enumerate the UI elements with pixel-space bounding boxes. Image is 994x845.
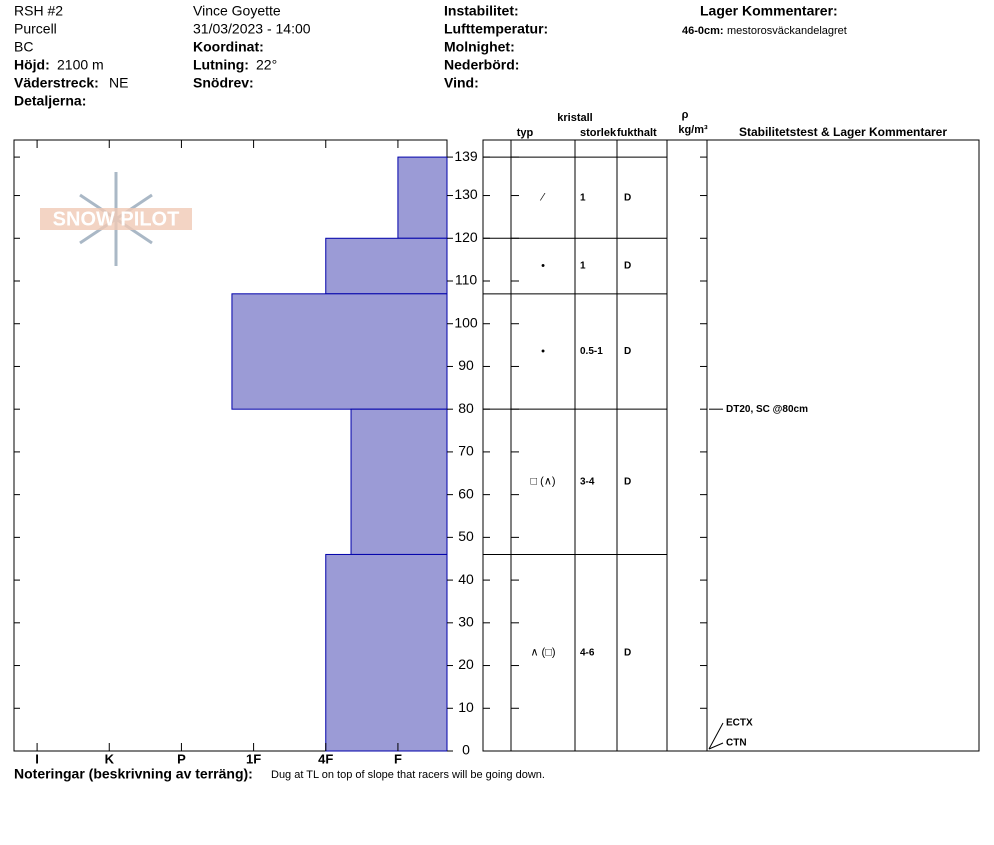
label: Snödrev:: [193, 75, 254, 91]
x-tick-label: F: [394, 751, 402, 766]
hardness-bar: [397, 156, 448, 239]
label: Nederbörd:: [444, 57, 519, 73]
test-label: CTN: [726, 738, 747, 749]
label: Höjd:: [14, 57, 50, 73]
footer-text: Dug at TL on top of slope that racers wi…: [271, 769, 545, 781]
x-tick-label: I: [35, 751, 39, 766]
moisture: D: [624, 647, 631, 658]
label: Instabilitet:: [444, 3, 519, 19]
y-tick-label: 60: [458, 485, 474, 501]
y-tick-label: 0: [462, 742, 470, 758]
grain-type: •: [541, 345, 545, 357]
y-tick-label: 80: [458, 400, 474, 416]
x-tick-label: 1F: [246, 751, 261, 766]
column-header: Stabilitetstest & Lager Kommentarer: [739, 125, 947, 139]
x-tick-label: 4F: [318, 751, 333, 766]
grain-type: ⁄: [539, 192, 546, 204]
grain-type: •: [541, 260, 545, 272]
moisture: D: [624, 261, 631, 272]
y-tick-label: 130: [454, 186, 478, 202]
y-tick-label: 120: [454, 229, 478, 245]
label: Lufttemperatur:: [444, 21, 548, 37]
grain-size: 1: [580, 261, 586, 272]
y-tick-label: 10: [458, 699, 474, 715]
grain-size: 0.5-1: [580, 346, 603, 357]
value: NE: [109, 75, 128, 91]
test-arrow: [708, 742, 724, 750]
footer-label: Noteringar (beskrivning av terräng):: [14, 766, 253, 782]
moisture: D: [624, 346, 631, 357]
observer: Vince Goyette: [193, 3, 281, 19]
y-tick-label: 70: [458, 443, 474, 459]
range: Purcell: [14, 21, 57, 37]
y-tick-label: 90: [458, 357, 474, 373]
column-lines: [510, 140, 708, 751]
column-header: typ: [517, 127, 534, 139]
region: BC: [14, 39, 33, 55]
label: Koordinat:: [193, 39, 264, 55]
station: RSH #2: [14, 3, 63, 19]
y-tick-label: 30: [458, 614, 474, 630]
hardness-bar: [325, 553, 448, 752]
moisture: D: [624, 192, 631, 203]
label: Detaljerna:: [14, 93, 86, 109]
test-arrow: [708, 722, 724, 750]
logo-band: [40, 208, 192, 230]
y-tick-label: 50: [458, 528, 474, 544]
y-tick-label: 40: [458, 571, 474, 587]
grain-size: 3-4: [580, 476, 595, 487]
label: Vind:: [444, 75, 479, 91]
column-header: kg/m³: [678, 124, 708, 136]
value: 22°: [256, 57, 277, 73]
moisture: D: [624, 476, 631, 487]
x-tick-label: P: [177, 751, 186, 766]
datetime: 31/03/2023 - 14:00: [193, 21, 311, 37]
grain-type: □ (∧): [530, 476, 555, 488]
y-tick-label: 110: [455, 272, 478, 288]
value: mestorosväckandelagret: [727, 25, 847, 37]
y-tick-label: 139: [454, 148, 478, 164]
grain-size: 1: [580, 192, 586, 203]
column-header: ρ: [682, 109, 689, 121]
hardness-bar: [350, 408, 448, 555]
label: 46-0cm:: [682, 25, 724, 37]
label: Lager Kommentarer:: [700, 3, 838, 19]
label: Lutning:: [193, 57, 249, 73]
hardness-bar: [231, 293, 448, 410]
logo-text: SNOW PILOT: [53, 208, 180, 230]
column-header: storlek: [580, 127, 617, 139]
column-header: fukthalt: [617, 127, 657, 139]
grain-type: ∧ (□): [530, 647, 555, 659]
test-label: DT20, SC @80cm: [726, 404, 808, 415]
grain-size: 4-6: [580, 647, 595, 658]
label: Molnighet:: [444, 39, 515, 55]
y-tick-label: 100: [454, 314, 478, 330]
y-tick-label: 20: [458, 656, 474, 672]
table-frame: [482, 139, 980, 752]
column-header: kristall: [557, 112, 592, 124]
label: Väderstreck:: [14, 75, 99, 91]
x-tick-label: K: [105, 751, 115, 766]
value: 2100 m: [57, 57, 104, 73]
test-label: ECTX: [726, 718, 753, 729]
hardness-bar: [325, 237, 448, 295]
